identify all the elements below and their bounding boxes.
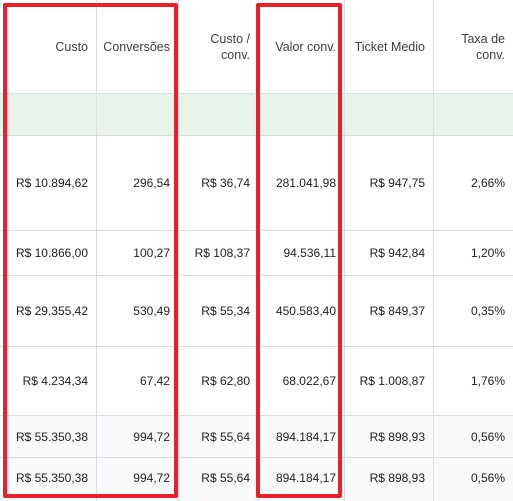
cell-ticket-medio: R$ 947,75	[369, 176, 425, 190]
cell-custo: R$ 10.894,62	[15, 176, 88, 190]
cell-valor-conv: 894.184,17	[275, 471, 336, 485]
cell-taxa-conv: 0,56%	[470, 429, 505, 444]
cell-conversoes: 994,72	[133, 471, 170, 485]
cell-valor-conv: 894.184,17	[275, 429, 336, 444]
cell-valor-conv: 281.041,98	[275, 176, 336, 190]
cell-conversoes: 530,49	[133, 304, 170, 318]
cell-ticket-medio: R$ 1.008,87	[359, 374, 425, 388]
cell-taxa-conv: 0,35%	[470, 304, 505, 318]
header-taxa-conv[interactable]: Taxa de conv.	[461, 31, 505, 62]
cell-custo: R$ 29.355,42	[15, 304, 88, 318]
cell-valor-conv: 450.583,40	[275, 304, 336, 318]
header-valor-conv[interactable]: Valor conv.	[275, 39, 336, 54]
cell-taxa-conv: 0,56%	[470, 471, 505, 485]
cell-custo-conv: R$ 36,74	[201, 176, 250, 190]
cell-ticket-medio: R$ 898,93	[369, 429, 425, 444]
header-custo[interactable]: Custo	[55, 39, 88, 54]
highlight-box-custo-conversoes	[3, 3, 178, 498]
cell-custo: R$ 10.866,00	[15, 246, 88, 260]
cell-custo: R$ 4.234,34	[22, 374, 88, 388]
cell-custo-conv: R$ 55,34	[201, 304, 250, 318]
header-conversoes[interactable]: Conversões	[103, 39, 170, 54]
cell-valor-conv: 68.022,67	[282, 374, 336, 388]
cell-custo-conv: R$ 55,64	[201, 429, 250, 444]
cell-conversoes: 994,72	[133, 429, 170, 444]
cell-ticket-medio: R$ 942,84	[369, 246, 425, 260]
cell-conversoes: 296,54	[133, 176, 170, 190]
cell-taxa-conv: 2,66%	[470, 176, 505, 190]
cell-custo: R$ 55.350,38	[15, 471, 88, 485]
cell-taxa-conv: 1,20%	[470, 246, 505, 260]
cell-custo-conv: R$ 108,37	[194, 246, 250, 260]
highlight-box-valor-conv	[256, 3, 342, 498]
cell-taxa-conv: 1,76%	[470, 374, 505, 388]
cell-ticket-medio: R$ 898,93	[369, 471, 425, 485]
cell-custo: R$ 55.350,38	[15, 429, 88, 444]
cell-ticket-medio: R$ 849,37	[369, 304, 425, 318]
cell-conversoes: 67,42	[139, 374, 170, 388]
header-custo-conv[interactable]: Custo / conv.	[210, 31, 250, 62]
cell-valor-conv: 94.536,11	[283, 246, 337, 260]
cell-custo-conv: R$ 62,80	[201, 374, 250, 388]
header-ticket-medio[interactable]: Ticket Medio	[354, 39, 425, 54]
cell-custo-conv: R$ 55,64	[201, 471, 250, 485]
cell-conversoes: 100,27	[133, 246, 170, 260]
